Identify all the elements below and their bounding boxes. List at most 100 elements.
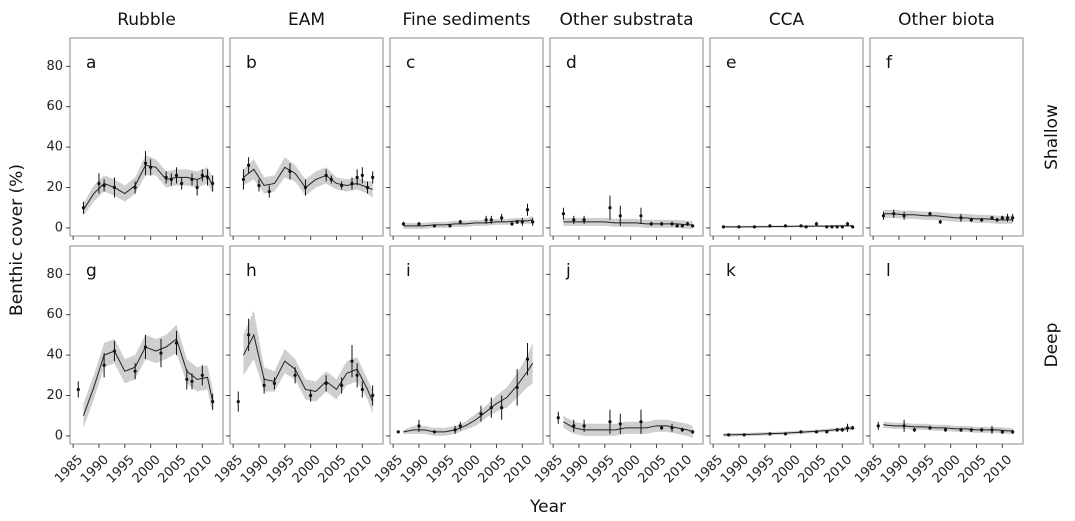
data-point (211, 181, 215, 186)
data-point (1000, 430, 1004, 434)
fit-line (563, 421, 693, 433)
y-tick-label: 0 (55, 220, 63, 235)
x-tick-label: 1985 (372, 452, 406, 486)
data-point (959, 216, 963, 220)
x-tick-label: 1995 (904, 452, 938, 486)
data-point (980, 428, 984, 432)
y-tick-label: 40 (46, 348, 63, 363)
data-point (618, 422, 622, 426)
data-point (401, 222, 406, 226)
data-point (618, 214, 622, 218)
data-point (432, 224, 437, 228)
panel-frame (389, 37, 544, 237)
data-point (324, 173, 328, 177)
x-tick-label: 1985 (212, 452, 246, 486)
x-tick-label: 1995 (424, 452, 458, 486)
panel-letter: i (406, 261, 411, 281)
data-point (484, 218, 488, 222)
data-point (272, 381, 277, 385)
data-point (840, 225, 844, 229)
data-point (174, 173, 179, 177)
data-point (180, 181, 184, 186)
x-tick-label: 1995 (744, 452, 778, 486)
data-point (458, 424, 462, 428)
panel-frame (869, 37, 1024, 237)
panel-frame (549, 245, 704, 445)
data-point (195, 185, 199, 190)
data-point (582, 424, 586, 428)
data-point (680, 428, 684, 432)
column-title: EAM (288, 10, 325, 30)
data-point (660, 222, 664, 226)
data-point (995, 218, 999, 222)
data-point (133, 185, 137, 190)
x-tick-label: 1990 (878, 452, 912, 486)
x-tick-label: 2010 (661, 452, 695, 486)
data-point (928, 212, 932, 216)
x-tick-label: 1990 (78, 452, 112, 486)
panel-letter: f (886, 53, 893, 73)
data-point (737, 225, 741, 229)
data-point (143, 161, 148, 165)
data-point (990, 216, 994, 220)
data-point (1011, 430, 1015, 434)
data-point (169, 177, 173, 182)
y-tick-label: 80 (46, 59, 63, 74)
y-tick-label: 80 (46, 267, 63, 282)
data-point (572, 218, 576, 222)
data-point (329, 177, 333, 182)
y-tick-label: 20 (46, 388, 63, 403)
x-tick-label: 1985 (692, 452, 726, 486)
data-point (417, 424, 421, 428)
panel-letter: c (406, 53, 415, 73)
data-point (365, 185, 370, 190)
confidence-band (83, 155, 213, 216)
x-tick-label: 2005 (316, 452, 350, 486)
data-point (164, 175, 168, 180)
data-point (200, 173, 204, 177)
data-point (969, 218, 973, 222)
data-point (81, 206, 86, 210)
column-title: Rubble (117, 10, 176, 30)
data-point (76, 387, 80, 392)
data-point (525, 357, 530, 361)
panel-letter: j (565, 261, 571, 281)
data-point (350, 359, 354, 363)
x-tick-label: 1995 (264, 452, 298, 486)
x-tick-label: 2000 (290, 452, 324, 486)
x-tick-label: 2000 (610, 452, 644, 486)
x-tick-label: 2000 (770, 452, 804, 486)
panel-frame (549, 37, 704, 237)
data-point (159, 351, 163, 355)
panel-letter: e (726, 53, 736, 73)
y-axis-label: Benthic cover (%) (7, 164, 27, 316)
confidence-band (243, 310, 373, 414)
panel-frame (709, 245, 864, 445)
x-tick-label: 2005 (796, 452, 830, 486)
data-point (190, 177, 194, 182)
fit-line (563, 221, 693, 226)
data-point (876, 424, 880, 428)
panel-letter: b (246, 53, 257, 73)
x-tick-label: 2010 (501, 452, 535, 486)
data-point (531, 220, 535, 224)
panel-letter: h (246, 261, 257, 281)
data-point (980, 218, 984, 222)
data-point (489, 406, 493, 410)
data-point (350, 181, 354, 186)
data-point (510, 222, 514, 226)
fit-line (723, 225, 853, 228)
data-point (990, 428, 994, 432)
data-point (799, 224, 803, 228)
data-point (324, 381, 328, 385)
data-point (969, 428, 973, 432)
confidence-band (563, 415, 693, 438)
data-point (670, 222, 674, 226)
row-label: Shallow (1042, 104, 1062, 170)
data-point (262, 383, 266, 388)
data-point (355, 373, 359, 377)
data-point (309, 393, 313, 398)
data-point (572, 424, 576, 428)
fit-line (82, 338, 214, 416)
